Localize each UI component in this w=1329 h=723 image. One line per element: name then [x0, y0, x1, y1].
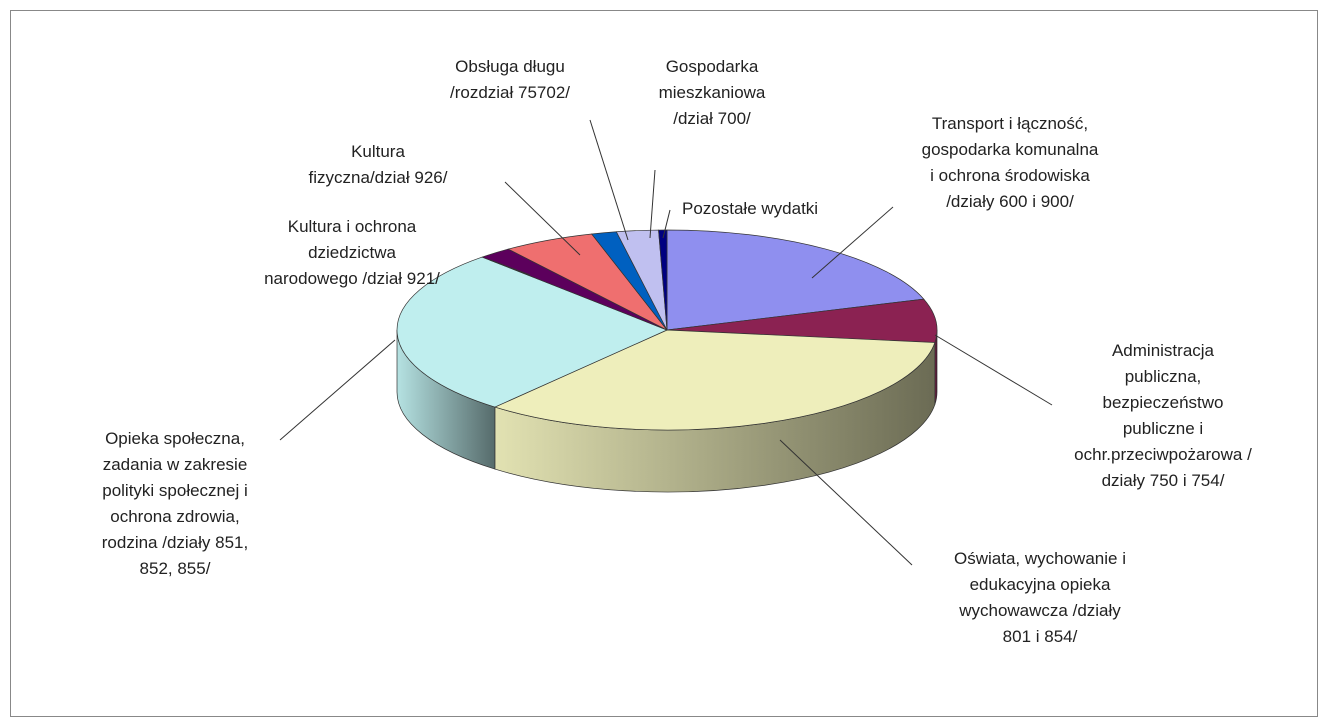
pie-slice — [396, 256, 668, 408]
label-line: 852, 855/ — [140, 559, 211, 578]
pie-slice — [666, 229, 925, 331]
pie-slice — [658, 229, 668, 331]
pie-slice — [666, 298, 938, 343]
slice-label: Administracja publiczna, bezpieczeństwo pub… — [1074, 341, 1252, 490]
label-line: ochr.przeciwpożarowa / — [1074, 445, 1252, 464]
leader-line — [489, 259, 531, 276]
leader-line — [504, 181, 581, 256]
leader-line — [811, 206, 894, 279]
label-line: bezpieczeństwo — [1103, 393, 1224, 412]
slice-label: Kultura fizyczna/dział 926/ — [309, 142, 448, 187]
slice-label: Kultura i ochrona dziedzictwa narodowego /… — [264, 217, 440, 288]
label-line: dziedzictwa — [308, 243, 396, 262]
label-line: narodowego /dział 921/ — [264, 269, 440, 288]
label-line: /rozdział 75702/ — [450, 83, 570, 102]
leader-line — [279, 339, 396, 441]
pie-slice — [493, 329, 936, 431]
label-line: Opieka społeczna, — [105, 429, 245, 448]
leader-line — [589, 119, 629, 241]
label-line: /dział 700/ — [673, 109, 751, 128]
leader-line — [649, 169, 656, 239]
leader-line — [662, 209, 671, 239]
slice-label: Gospodarka mieszkaniowa/dział 700/ — [659, 57, 766, 128]
label-line: i ochrona środowiska — [930, 166, 1090, 185]
label-line: działy 750 i 754/ — [1102, 471, 1225, 490]
label-line: fizyczna/dział 926/ — [309, 168, 448, 187]
label-line: ochrona zdrowia, — [110, 507, 239, 526]
label-line: edukacyjna opieka — [970, 575, 1111, 594]
label-line: Gospodarka — [666, 57, 759, 76]
label-line: /działy 600 i 900/ — [946, 192, 1074, 211]
label-line: publiczne i — [1123, 419, 1203, 438]
label-line: rodzina /działy 851, — [102, 533, 248, 552]
leader-line — [779, 439, 913, 566]
label-line: Obsługa długu — [455, 57, 565, 76]
label-line: Administracja — [1112, 341, 1215, 360]
label-line: Kultura — [351, 142, 405, 161]
leader-line — [934, 334, 1053, 406]
slice-label: Oświata, wychowanie i edukacyjna opieka wy… — [954, 549, 1126, 646]
slice-label: Obsługa długu/rozdział 75702/ — [450, 57, 570, 102]
slice-label: Opieka społeczna, zadania w zakresie polit… — [102, 429, 248, 578]
slice-label: Transport i łączność, gospodarka komunaln… — [922, 114, 1099, 211]
label-line: gospodarka komunalna — [922, 140, 1099, 159]
slice-label: Pozostałe wydatki — [682, 199, 818, 218]
label-line: mieszkaniowa — [659, 83, 766, 102]
label-line: zadania w zakresie — [103, 455, 248, 474]
label-line: Transport i łączność, — [932, 114, 1088, 133]
label-line: 801 i 854/ — [1003, 627, 1078, 646]
label-line: publiczna, — [1125, 367, 1202, 386]
label-line: wychowawcza /działy — [958, 601, 1121, 620]
label-line: Oświata, wychowanie i — [954, 549, 1126, 568]
label-line: polityki społecznej i — [102, 481, 248, 500]
label-line: Pozostałe wydatki — [682, 199, 818, 218]
label-line: Kultura i ochrona — [288, 217, 417, 236]
